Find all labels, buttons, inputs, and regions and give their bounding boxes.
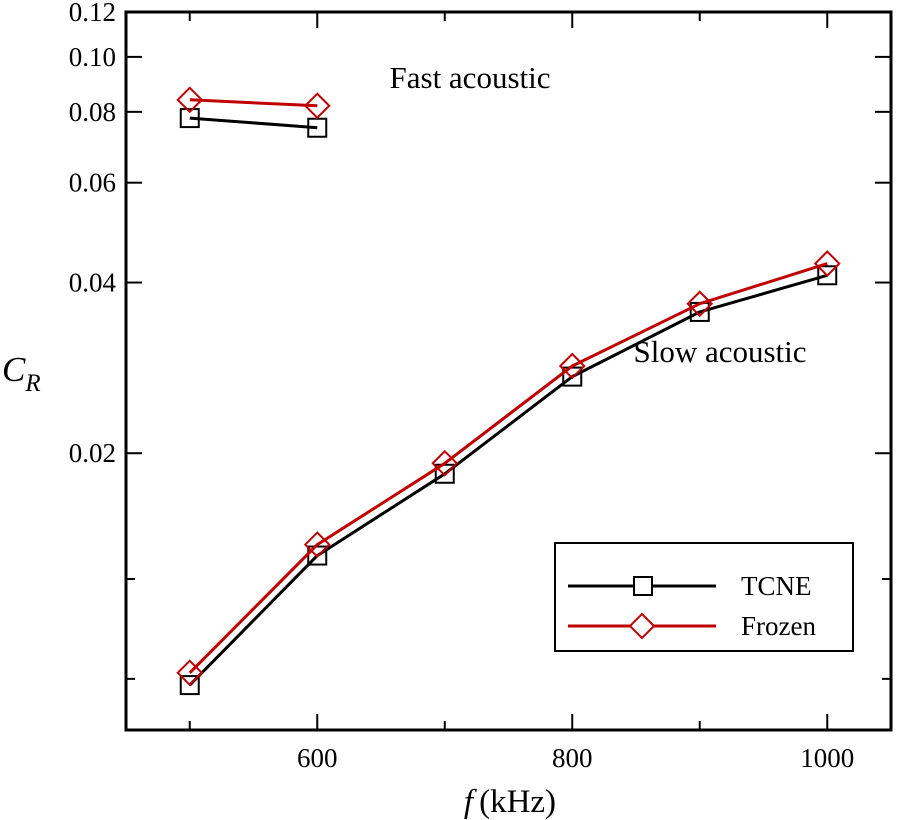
x-tick-label-2: 1000 [800,743,854,773]
legend-box [554,542,854,652]
y-axis-label: CR [2,350,41,397]
x-tick-label-1: 800 [552,743,593,773]
series-frozen [176,86,841,687]
legend-marker-tcne [633,576,653,596]
y-tick-label-5: 0.12 [69,0,116,27]
y-tick-label-4: 0.10 [69,42,116,72]
data-point-frozen-0-0 [176,86,204,114]
y-tick-label-2: 0.06 [69,168,116,198]
data-point-frozen-1-3 [558,352,586,380]
legend: TCNE Frozen [554,542,854,652]
annotation-fast-acoustic: Fast acoustic [390,60,551,95]
annotation-slow-acoustic: Slow acoustic [633,334,806,369]
data-point-tcne-1-5 [817,265,838,286]
series-line-tcne-0 [189,116,318,130]
y-axis-subscript: R [24,370,40,397]
series-line-frozen-0 [189,98,318,108]
series-line-frozen-1 [188,262,828,674]
legend-label-tcne: TCNE [741,571,812,601]
data-point-frozen-1-5 [813,250,841,277]
y-axis-symbol: C [2,350,26,389]
data-point-frozen-1-0 [176,659,204,687]
axis-tick-labels: 600 800 1000 0.02 0.04 0.06 0.08 0.10 0.12 [69,0,855,773]
series-tcne [179,108,838,696]
series-line-tcne-1 [188,273,828,687]
series-layer [176,86,841,696]
plot-frame [124,10,893,732]
data-point-frozen-1-1 [303,531,331,559]
data-point-frozen-1-2 [431,449,459,477]
axis-ticks [126,11,891,730]
data-point-frozen-1-4 [686,290,714,318]
data-point-tcne-0-0 [179,108,200,129]
data-point-frozen-0-1 [303,92,331,120]
y-tick-label-3: 0.08 [69,97,116,127]
legend-marker-frozen [628,612,656,640]
axes-frame [124,10,893,732]
x-axis-label: f (kHz) [464,784,556,820]
y-tick-label-0: 0.02 [69,438,116,468]
x-axis-unit: (kHz) [479,784,556,820]
y-tick-label-1: 0.04 [69,268,117,298]
legend-label-frozen: Frozen [741,611,816,641]
x-tick-label-0: 600 [297,743,338,773]
data-point-tcne-1-0 [179,675,200,696]
